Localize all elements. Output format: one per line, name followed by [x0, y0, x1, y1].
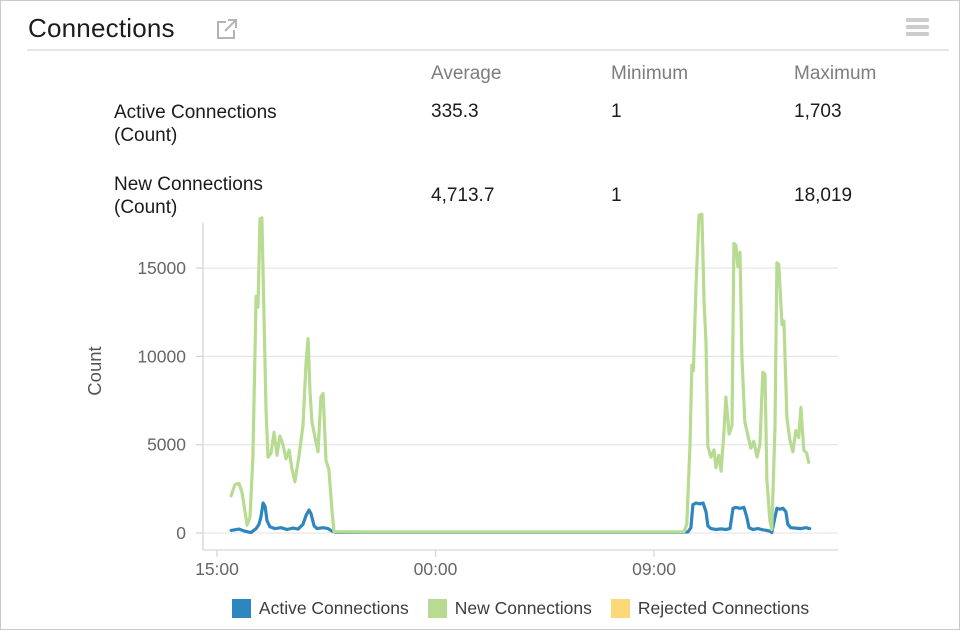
widget-header: Connections	[1, 1, 959, 51]
y-tick-label: 15000	[137, 258, 186, 278]
maximum-value: 1,703	[794, 101, 842, 122]
widget-title: Connections	[28, 13, 175, 43]
metric-unit: (Count)	[114, 197, 178, 218]
metric-name: Active Connections	[114, 102, 277, 123]
menu-bar	[906, 25, 929, 29]
legend-item-new-connections[interactable]: New Connections	[427, 598, 592, 619]
legend-swatch-active	[231, 599, 251, 618]
column-header-maximum: Maximum	[794, 63, 877, 84]
table-row-new-connections: New Connections (Count) 4,713.7 1 18,019	[114, 167, 944, 225]
average-value: 335.3	[431, 101, 479, 122]
series-line-new-connections	[229, 212, 811, 534]
y-tick-label: 10000	[137, 346, 186, 366]
x-tick-label: 00:00	[414, 559, 458, 579]
legend-swatch-new	[427, 599, 447, 618]
x-tick-label: 15:00	[195, 559, 239, 579]
y-axis-title: Count	[84, 346, 105, 395]
open-external-icon[interactable]	[214, 17, 238, 41]
legend-item-active-connections[interactable]: Active Connections	[231, 598, 409, 619]
minimum-value: 1	[611, 185, 622, 206]
legend-label: Active Connections	[258, 598, 409, 618]
legend-label: New Connections	[454, 598, 592, 618]
column-header-average: Average	[431, 63, 502, 84]
stats-table: Average Minimum Maximum Active Connectio…	[114, 57, 944, 225]
legend-label: Rejected Connections	[637, 598, 810, 618]
legend-item-rejected-connections[interactable]: Rejected Connections	[610, 598, 810, 619]
menu-bar	[906, 32, 929, 36]
maximum-value: 18,019	[794, 185, 853, 206]
column-header-minimum: Minimum	[611, 63, 689, 84]
series-line-active-connections	[229, 501, 812, 535]
chart-legend: Active Connections New Connections Rejec…	[203, 598, 838, 619]
average-value: 4,713.7	[431, 185, 495, 206]
y-tick-label: 0	[176, 523, 186, 543]
legend-swatch-rejected	[610, 599, 630, 618]
table-row-active-connections: Active Connections (Count) 335.3 1 1,703	[114, 95, 944, 167]
metric-label: Active Connections (Count)	[114, 95, 431, 167]
y-tick-label: 5000	[147, 435, 186, 455]
menu-icon[interactable]	[906, 18, 929, 39]
x-tick-label: 09:00	[632, 559, 676, 579]
metric-unit: (Count)	[114, 125, 178, 146]
minimum-value: 1	[611, 101, 622, 122]
metric-name: New Connections	[114, 174, 263, 195]
menu-bar	[906, 18, 929, 22]
header-divider	[27, 49, 949, 51]
metric-label: New Connections (Count)	[114, 167, 431, 225]
stats-header-row: Average Minimum Maximum	[114, 57, 944, 95]
